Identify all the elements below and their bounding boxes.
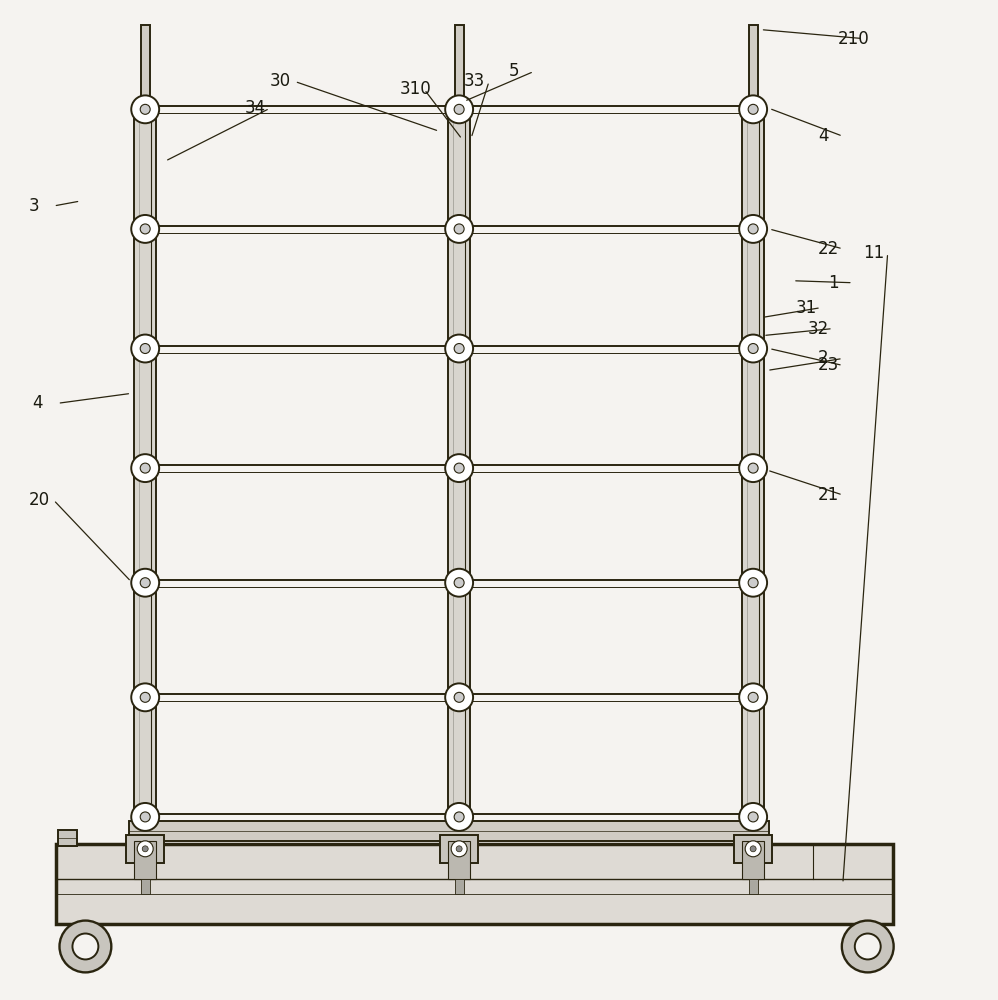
Circle shape bbox=[445, 215, 473, 243]
Bar bbox=[455, 879, 464, 894]
Circle shape bbox=[842, 921, 893, 972]
Text: 21: 21 bbox=[818, 486, 839, 504]
Bar bbox=[56, 844, 892, 924]
Circle shape bbox=[445, 803, 473, 831]
Text: 34: 34 bbox=[245, 99, 266, 117]
Text: 4: 4 bbox=[818, 127, 828, 145]
Circle shape bbox=[141, 463, 150, 473]
Circle shape bbox=[132, 454, 159, 482]
Text: 20: 20 bbox=[29, 491, 50, 509]
Circle shape bbox=[456, 846, 462, 852]
Circle shape bbox=[740, 335, 767, 362]
Bar bbox=[135, 103, 156, 817]
Circle shape bbox=[748, 463, 758, 473]
Circle shape bbox=[740, 569, 767, 597]
Circle shape bbox=[740, 95, 767, 123]
Circle shape bbox=[454, 104, 464, 114]
Circle shape bbox=[141, 578, 150, 588]
Circle shape bbox=[132, 803, 159, 831]
Text: 31: 31 bbox=[796, 299, 817, 317]
Circle shape bbox=[445, 569, 473, 597]
Text: 1: 1 bbox=[828, 274, 838, 292]
Bar bbox=[141, 879, 150, 894]
Circle shape bbox=[748, 812, 758, 822]
Circle shape bbox=[73, 934, 99, 959]
Bar bbox=[748, 25, 757, 108]
Circle shape bbox=[451, 841, 467, 857]
Circle shape bbox=[454, 344, 464, 353]
Circle shape bbox=[132, 569, 159, 597]
Circle shape bbox=[141, 692, 150, 702]
Bar bbox=[141, 25, 150, 108]
Circle shape bbox=[740, 683, 767, 711]
Bar bbox=[735, 835, 772, 863]
Circle shape bbox=[748, 104, 758, 114]
Text: 2: 2 bbox=[818, 349, 828, 367]
Circle shape bbox=[141, 224, 150, 234]
Circle shape bbox=[748, 344, 758, 353]
Circle shape bbox=[445, 95, 473, 123]
Circle shape bbox=[748, 692, 758, 702]
Circle shape bbox=[132, 95, 159, 123]
Text: 3: 3 bbox=[29, 197, 39, 215]
Circle shape bbox=[454, 224, 464, 234]
Circle shape bbox=[454, 578, 464, 588]
Circle shape bbox=[138, 841, 153, 857]
Circle shape bbox=[746, 841, 761, 857]
Bar bbox=[130, 821, 769, 841]
Bar bbox=[743, 103, 764, 817]
Circle shape bbox=[750, 846, 756, 852]
Circle shape bbox=[142, 846, 148, 852]
Circle shape bbox=[132, 335, 159, 362]
Circle shape bbox=[454, 463, 464, 473]
Bar bbox=[748, 879, 757, 894]
Circle shape bbox=[445, 454, 473, 482]
Circle shape bbox=[141, 104, 150, 114]
Bar bbox=[455, 25, 464, 108]
Circle shape bbox=[748, 224, 758, 234]
Text: 22: 22 bbox=[818, 240, 839, 258]
Text: 11: 11 bbox=[862, 244, 884, 262]
Text: 30: 30 bbox=[269, 72, 290, 90]
Bar bbox=[448, 841, 470, 879]
Text: 4: 4 bbox=[33, 394, 43, 412]
Bar bbox=[440, 835, 478, 863]
Bar bbox=[743, 841, 764, 879]
Circle shape bbox=[60, 921, 112, 972]
Circle shape bbox=[740, 215, 767, 243]
Bar bbox=[127, 835, 164, 863]
Circle shape bbox=[141, 812, 150, 822]
Text: 32: 32 bbox=[808, 320, 829, 338]
Circle shape bbox=[132, 683, 159, 711]
Circle shape bbox=[445, 335, 473, 362]
Circle shape bbox=[740, 803, 767, 831]
Circle shape bbox=[454, 812, 464, 822]
Bar bbox=[135, 841, 156, 879]
Circle shape bbox=[454, 692, 464, 702]
Circle shape bbox=[740, 454, 767, 482]
Circle shape bbox=[141, 344, 150, 353]
Bar bbox=[58, 830, 78, 846]
Circle shape bbox=[132, 215, 159, 243]
Text: 5: 5 bbox=[509, 62, 520, 80]
Circle shape bbox=[445, 683, 473, 711]
Text: 210: 210 bbox=[838, 30, 869, 48]
Bar bbox=[448, 103, 470, 817]
Text: 33: 33 bbox=[464, 72, 485, 90]
Text: 310: 310 bbox=[399, 80, 431, 98]
Circle shape bbox=[748, 578, 758, 588]
Circle shape bbox=[855, 934, 880, 959]
Text: 23: 23 bbox=[818, 356, 839, 374]
